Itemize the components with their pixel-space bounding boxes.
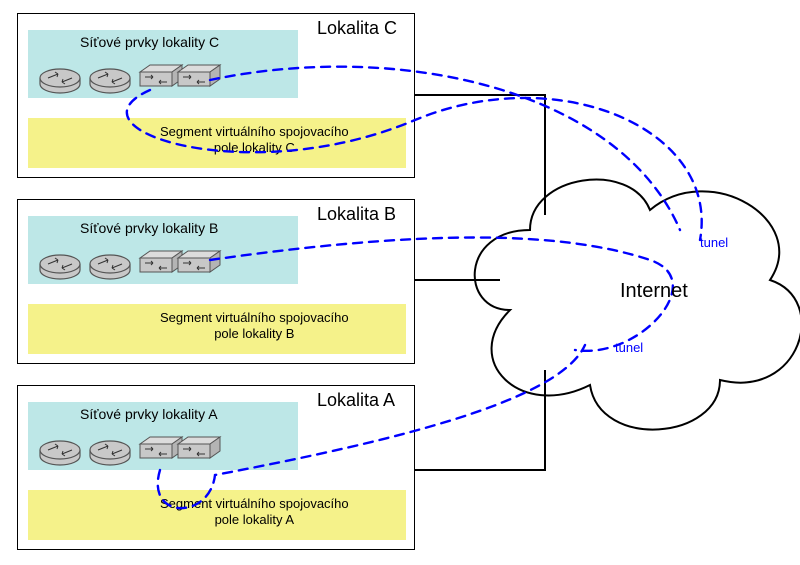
locality-title-a: Lokalita A: [317, 390, 395, 411]
tunnel-label-1: tunel: [615, 340, 643, 355]
segment-label-c: Segment virtuálního spojovacíhopole loka…: [160, 124, 349, 157]
internet-label: Internet: [620, 280, 688, 303]
internet-cloud: [475, 180, 800, 430]
segment-label-a: Segment virtuálního spojovacíhopole loka…: [160, 496, 349, 529]
tunnel-label-0: tunel: [700, 235, 728, 250]
link-solid-2: [415, 370, 545, 470]
network-label-c: Síťové prvky lokality C: [80, 34, 219, 50]
diagram-canvas: Lokalita C Síťové prvky lokality C Segment…: [0, 0, 800, 565]
locality-title-b: Lokalita B: [317, 204, 396, 225]
link-solid-0: [415, 95, 545, 215]
network-label-a: Síťové prvky lokality A: [80, 406, 218, 422]
network-label-b: Síťové prvky lokality B: [80, 220, 218, 236]
locality-title-c: Lokalita C: [317, 18, 397, 39]
segment-label-b: Segment virtuálního spojovacíhopole loka…: [160, 310, 349, 343]
